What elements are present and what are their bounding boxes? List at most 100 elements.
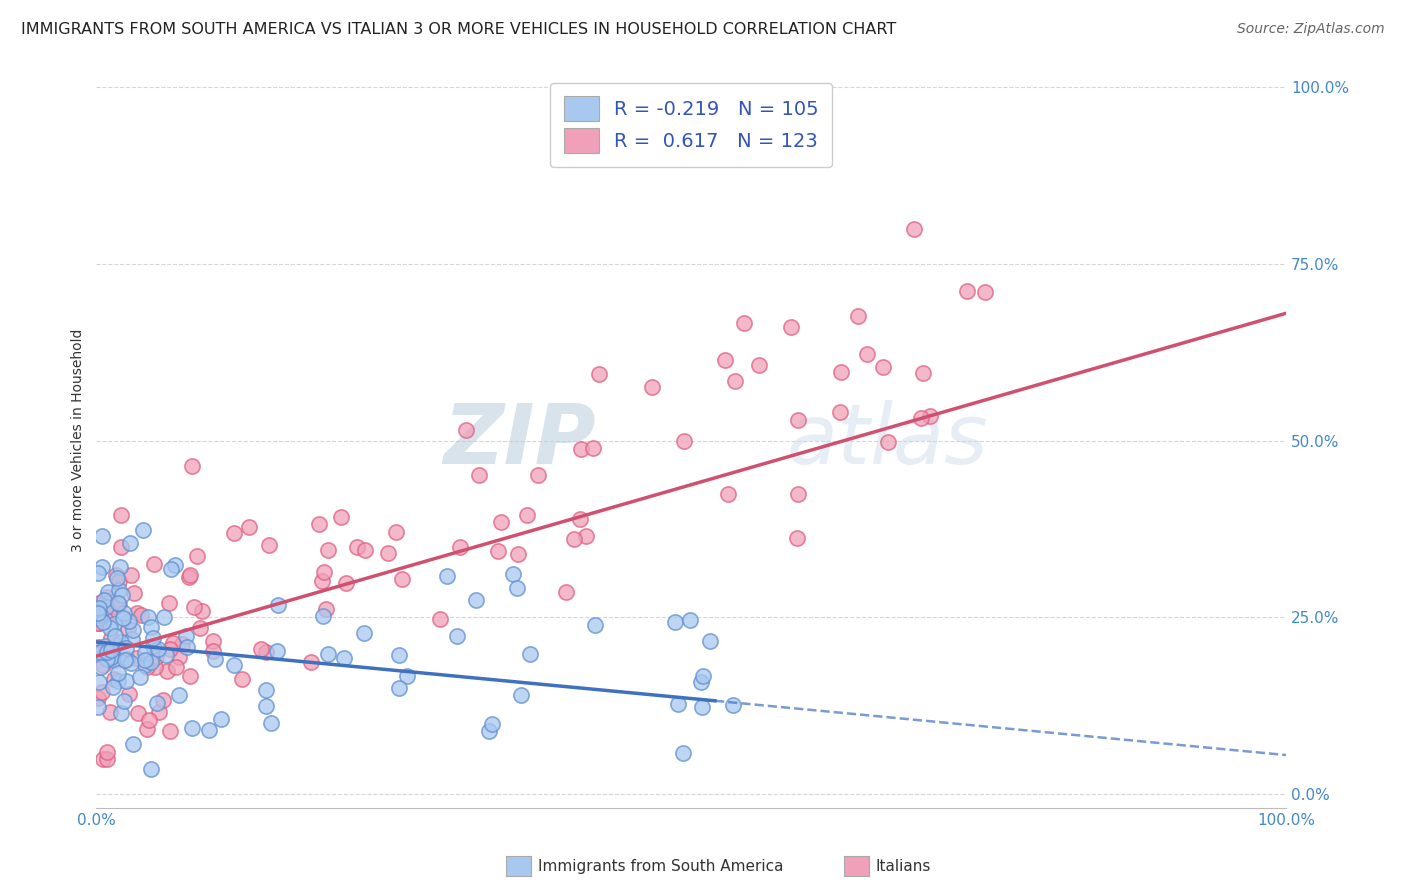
Point — [112, 606, 135, 620]
Point — [114, 640, 136, 655]
Point — [502, 567, 524, 582]
Point — [98, 651, 121, 665]
Point — [486, 544, 509, 558]
Point — [446, 629, 468, 643]
Point — [129, 670, 152, 684]
Point — [138, 610, 160, 624]
Point — [748, 358, 770, 372]
Point — [254, 645, 277, 659]
Point — [89, 596, 111, 610]
Point — [134, 653, 156, 667]
Point — [118, 614, 141, 628]
Point — [110, 508, 132, 522]
Point — [190, 604, 212, 618]
Point — [377, 546, 399, 560]
Point — [201, 634, 224, 648]
Point — [107, 596, 129, 610]
Point — [120, 656, 142, 670]
Point — [716, 487, 738, 501]
Point — [510, 689, 533, 703]
Point — [346, 540, 368, 554]
Point — [554, 585, 576, 599]
Point — [87, 646, 110, 660]
Point — [254, 682, 277, 697]
Point — [141, 762, 163, 776]
Point — [96, 594, 118, 608]
Point — [489, 515, 512, 529]
Point — [176, 640, 198, 655]
Point — [114, 653, 136, 667]
Point — [920, 409, 942, 423]
Point — [314, 566, 336, 580]
Point — [179, 669, 201, 683]
Point — [568, 511, 591, 525]
Point — [188, 621, 211, 635]
Point — [582, 441, 605, 455]
Point — [132, 523, 155, 537]
Point — [87, 606, 110, 620]
Point — [672, 434, 695, 449]
Point — [733, 316, 755, 330]
Point — [353, 542, 375, 557]
Point — [141, 620, 163, 634]
Point — [98, 606, 121, 620]
Point — [170, 637, 193, 651]
Point — [679, 614, 702, 628]
Point — [167, 649, 190, 664]
Point — [385, 525, 408, 540]
Point — [830, 405, 852, 419]
Point — [299, 655, 322, 669]
Point — [107, 674, 129, 689]
Point — [142, 557, 165, 571]
Point — [506, 547, 529, 561]
Point — [89, 607, 111, 622]
Point — [127, 607, 149, 621]
Point — [308, 516, 330, 531]
Point — [316, 647, 339, 661]
Point — [105, 571, 128, 585]
Point — [238, 520, 260, 534]
Point — [153, 610, 176, 624]
Point — [786, 487, 808, 501]
Point — [142, 631, 165, 645]
Point — [100, 650, 122, 665]
Point — [312, 608, 335, 623]
Point — [103, 653, 125, 667]
Point — [108, 574, 131, 589]
Point — [260, 716, 283, 731]
Point — [197, 723, 219, 737]
Point — [231, 672, 253, 686]
Point — [105, 639, 128, 653]
Point — [454, 423, 477, 437]
Point — [159, 724, 181, 739]
Point — [87, 690, 110, 705]
Point — [506, 582, 529, 596]
Point — [110, 706, 132, 720]
Point — [388, 648, 411, 662]
Point — [108, 597, 131, 611]
Point — [316, 543, 339, 558]
Point — [103, 680, 125, 694]
Point — [689, 675, 711, 690]
Point — [787, 412, 810, 426]
Point — [974, 285, 997, 300]
Point — [162, 636, 184, 650]
Point — [104, 629, 127, 643]
Point — [87, 640, 110, 654]
Point — [333, 651, 356, 665]
Point — [846, 309, 869, 323]
Text: Immigrants from South America: Immigrants from South America — [538, 859, 785, 873]
Point — [94, 639, 117, 653]
Point — [724, 374, 747, 388]
Point — [143, 659, 166, 673]
Point — [125, 651, 148, 665]
Point — [145, 696, 167, 710]
Point — [177, 569, 200, 583]
Point — [96, 751, 118, 765]
Point — [224, 658, 246, 673]
Point — [108, 559, 131, 574]
Point — [91, 600, 114, 615]
Point — [93, 592, 115, 607]
Point — [136, 660, 159, 674]
Point — [94, 612, 117, 626]
